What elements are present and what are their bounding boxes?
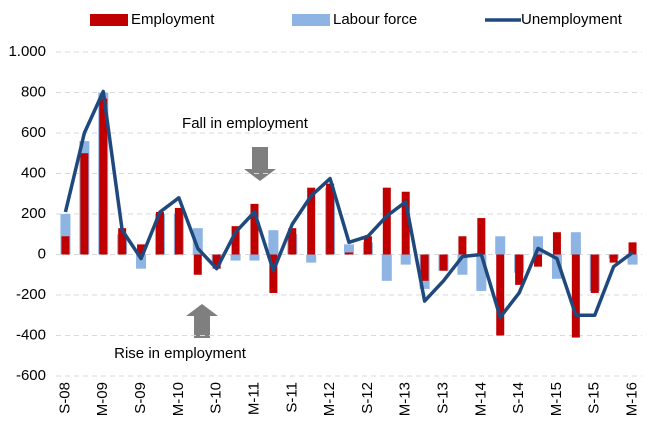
- bar: [381, 254, 392, 281]
- bar: [496, 254, 505, 336]
- bar: [193, 254, 202, 275]
- bar: [382, 187, 391, 255]
- line: [63, 89, 634, 320]
- bar: [401, 191, 410, 255]
- bar: [363, 236, 372, 255]
- y-tick-label: 800: [21, 83, 46, 100]
- annotation: Fall in employment: [182, 115, 309, 132]
- x-tick-label: M-10: [170, 382, 187, 416]
- bar: [420, 254, 429, 281]
- bar: [118, 228, 127, 255]
- bar: [495, 236, 506, 255]
- bar: [458, 236, 467, 255]
- bar: [570, 232, 581, 255]
- legend-label: Employment: [131, 11, 215, 28]
- legend-swatch: [90, 14, 128, 26]
- legend-label: Labour force: [333, 11, 417, 28]
- bar: [99, 98, 108, 255]
- bar: [288, 228, 297, 255]
- y-tick-label: -400: [16, 326, 46, 343]
- x-tick-label: S-11: [283, 382, 300, 413]
- x-tick-label: S-13: [434, 382, 451, 414]
- bar: [590, 254, 599, 293]
- x-tick-label: S-15: [586, 382, 603, 414]
- bar: [61, 236, 70, 255]
- bar: [551, 254, 562, 279]
- bar: [307, 187, 316, 255]
- bar: [515, 254, 524, 285]
- x-tick-label: M-13: [397, 382, 414, 416]
- y-tick-label: 200: [21, 205, 46, 222]
- x-tick-label: M-14: [472, 382, 489, 416]
- x-tick-label: S-09: [132, 382, 149, 414]
- x-tick-label: M-16: [624, 382, 641, 416]
- bar: [155, 211, 164, 255]
- y-tick-label: 1.000: [8, 43, 46, 60]
- bar: [192, 228, 203, 255]
- bar: [628, 242, 637, 255]
- bar: [136, 254, 147, 269]
- plot: -600 -400 -200 0 200 400 600 800 1.000 S-08 M-09 S-…: [8, 11, 642, 416]
- bar: [534, 254, 543, 267]
- legend-swatch: [292, 14, 330, 26]
- bar: [174, 207, 183, 255]
- x-tick-label: S-08: [56, 382, 73, 414]
- bar: [231, 226, 240, 255]
- bar: [268, 230, 279, 255]
- bar: [552, 232, 561, 255]
- bar: [137, 244, 146, 255]
- y-tick-label: 0: [38, 245, 46, 262]
- rise-arrow: [186, 304, 218, 338]
- bar: [269, 254, 278, 293]
- y-tick-label: -600: [16, 367, 46, 384]
- bar: [457, 254, 468, 275]
- legend-label: Unemployment: [521, 11, 623, 28]
- bar: [212, 254, 221, 269]
- y-tick-label: -200: [16, 286, 46, 303]
- bar: [400, 254, 411, 265]
- bar: [477, 218, 486, 255]
- bar: [571, 254, 580, 338]
- bar: [533, 236, 544, 255]
- y-tick-label: 400: [21, 164, 46, 181]
- bar: [80, 153, 89, 255]
- x-tick-label: M-12: [321, 382, 338, 416]
- bar: [326, 183, 335, 255]
- bar: [345, 252, 353, 255]
- bar: [60, 214, 71, 255]
- bar: [230, 254, 241, 261]
- x-tick-label: M-11: [245, 382, 262, 415]
- bar: [439, 254, 448, 271]
- bar: [249, 254, 260, 261]
- x-tick-label: M-09: [94, 382, 111, 416]
- bar: [306, 254, 317, 263]
- x-tick-label: S-14: [510, 382, 527, 414]
- bar: [627, 254, 638, 265]
- bar: [476, 254, 487, 291]
- x-tick-label: S-10: [208, 382, 225, 414]
- annotation: Rise in employment: [114, 345, 247, 362]
- bar: [344, 244, 354, 255]
- y-tick-label: 600: [21, 124, 46, 141]
- x-tick-label: S-12: [359, 382, 376, 414]
- fall-arrow: [244, 147, 276, 181]
- bar: [609, 254, 618, 263]
- bar: [250, 203, 259, 255]
- x-tick-label: M-15: [548, 382, 565, 416]
